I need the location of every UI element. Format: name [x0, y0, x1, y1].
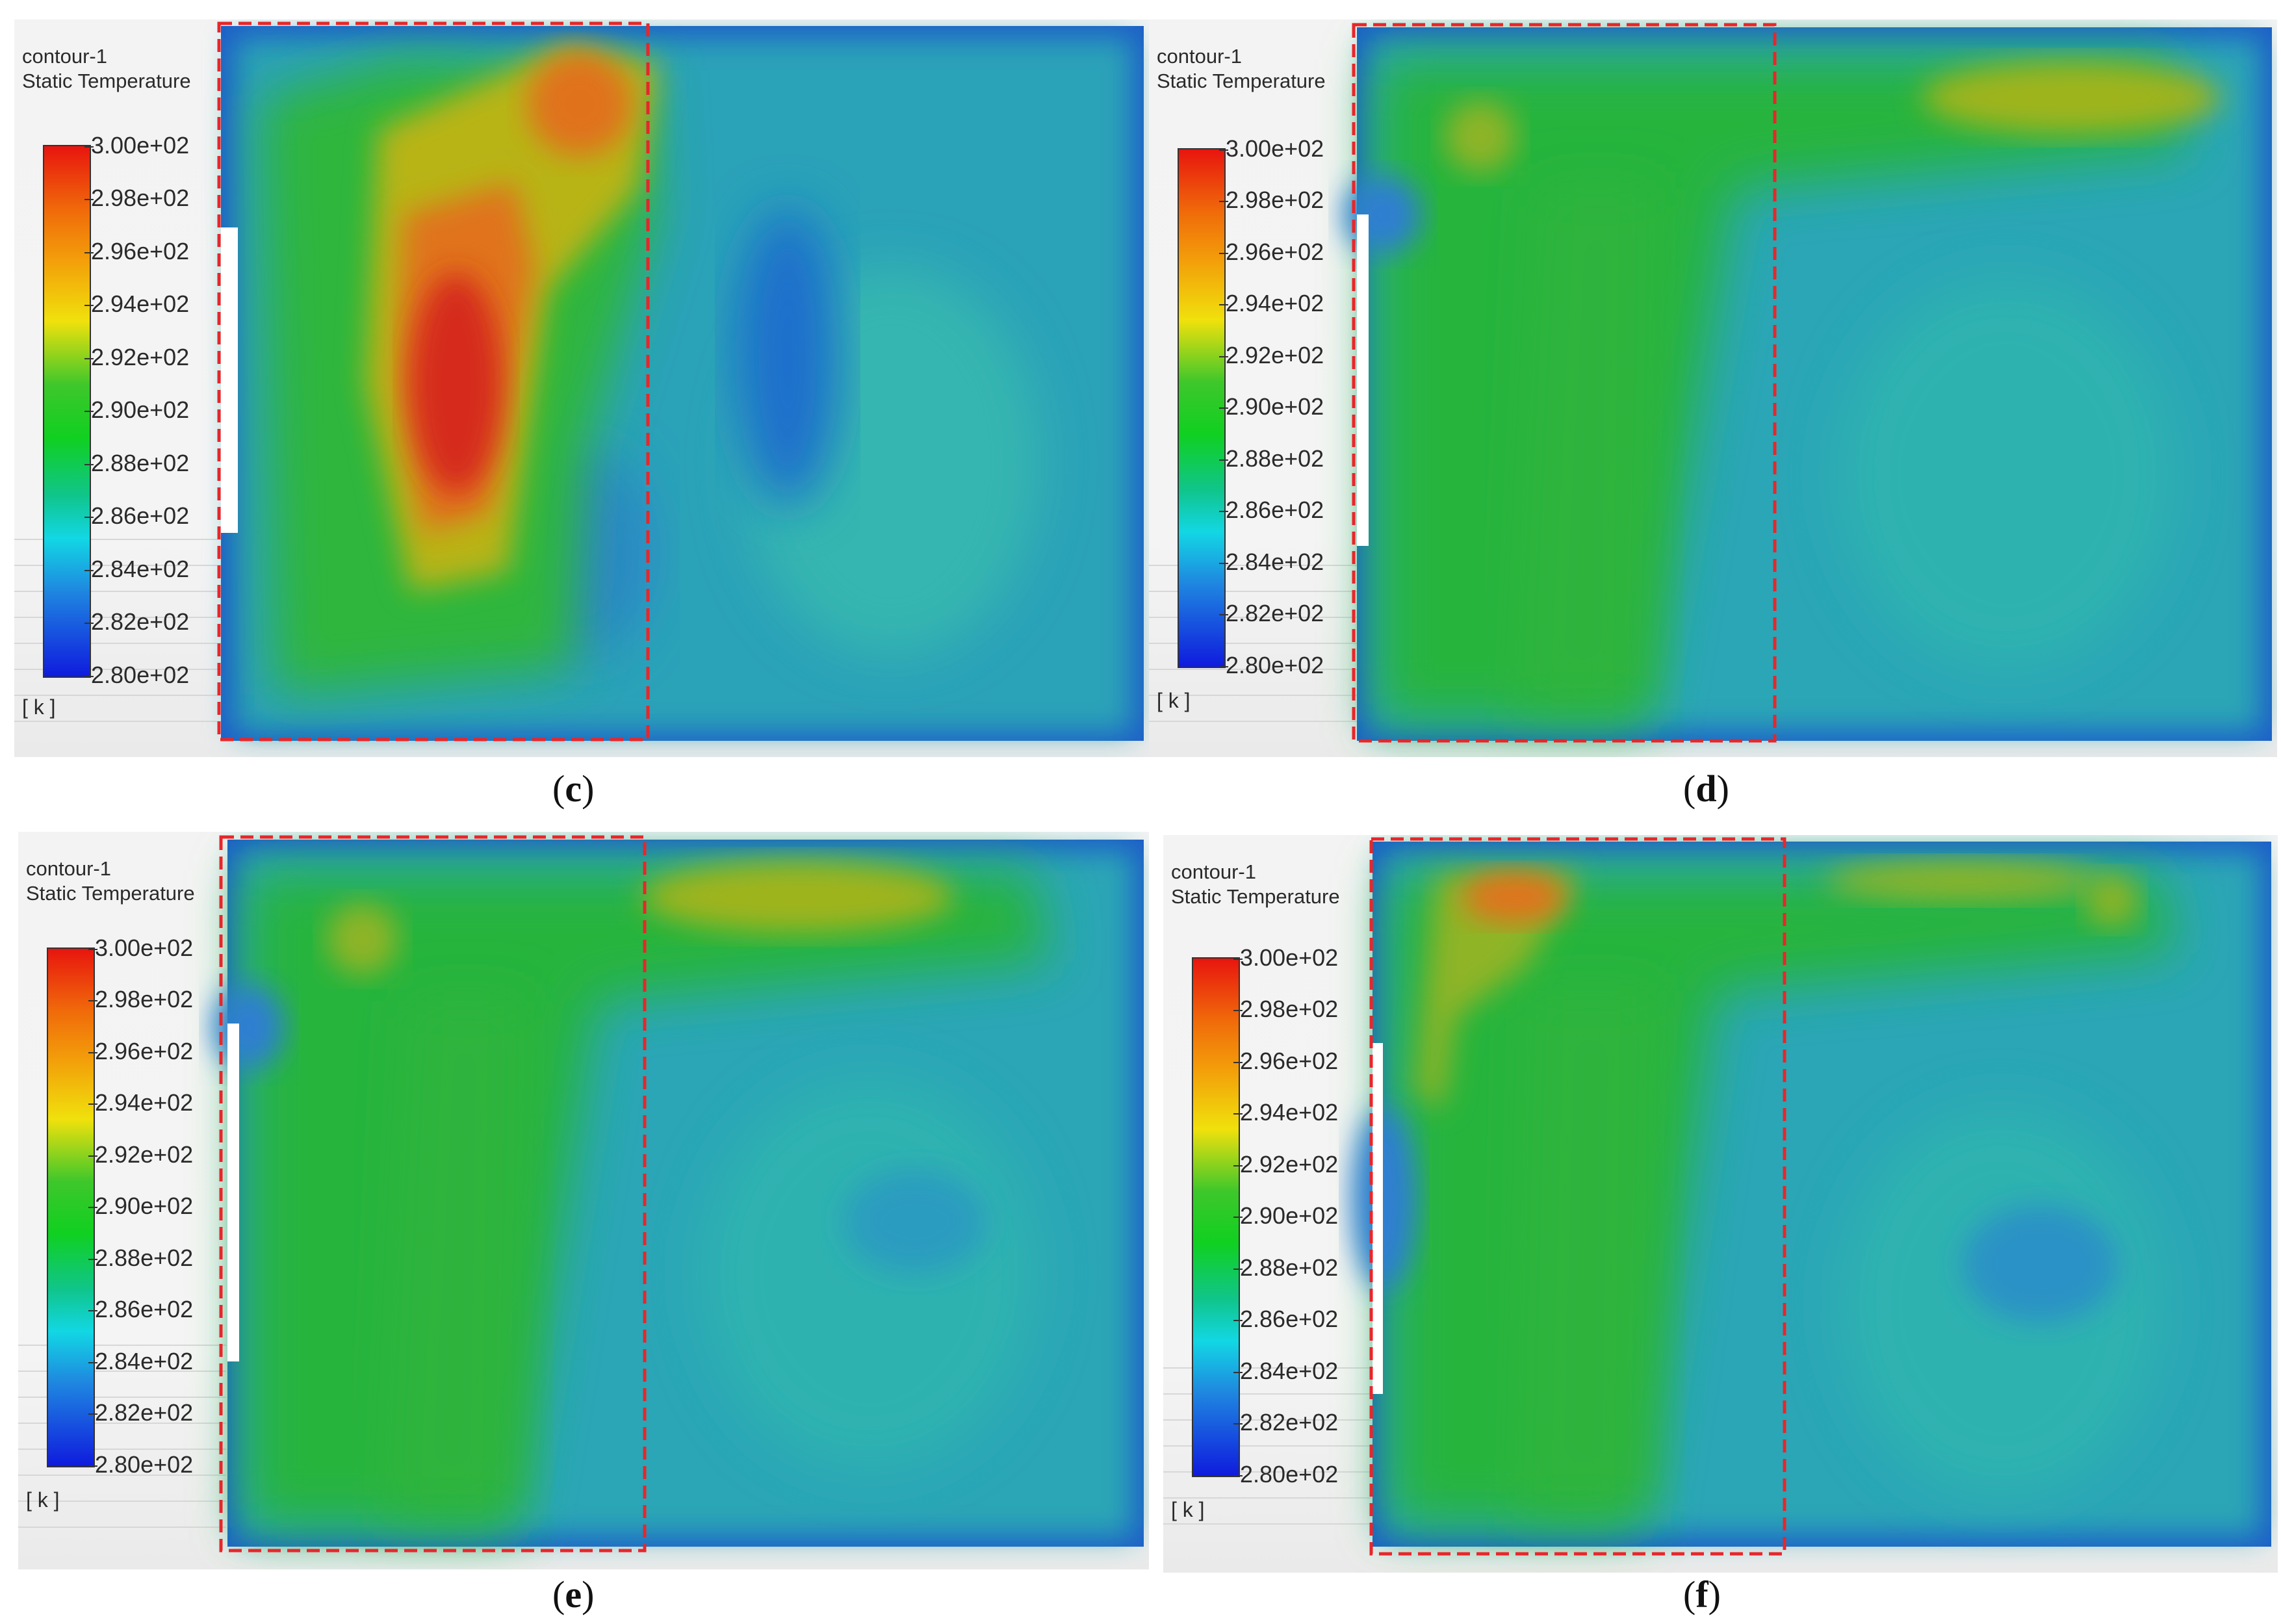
tick-label: 2.82e+02 [1233, 1409, 1389, 1436]
caption-c: (c) [552, 767, 595, 810]
tick-label: 2.84e+02 [1233, 1358, 1389, 1385]
temperature-contour-e [18, 835, 1144, 1553]
unit-label: [ k ] [22, 695, 56, 719]
tick-label: 2.94e+02 [84, 290, 240, 318]
tick-label: 2.96e+02 [1233, 1048, 1389, 1075]
tick-label: 2.98e+02 [88, 986, 244, 1013]
tick-label: 2.82e+02 [84, 608, 240, 636]
caption-f: (f) [1683, 1573, 1721, 1616]
highlight-box-c [217, 21, 650, 741]
legend-title: contour-1 Static Temperature [22, 45, 191, 92]
panel-c: contour-1 Static Temperature 3.00e+02 2.… [14, 19, 1153, 757]
panel-d: contour-1 Static Temperature 3.00e+02 2.… [1149, 19, 2277, 757]
tick-label: 2.84e+02 [84, 556, 240, 583]
unit-label: [ k ] [1157, 689, 1191, 712]
caption-d: (d) [1683, 767, 1729, 810]
tick-label: 2.80e+02 [1233, 1461, 1389, 1488]
legend-title: contour-1 Static Temperature [1171, 860, 1340, 908]
tick-label: 2.98e+02 [84, 185, 240, 212]
tick-label: 2.86e+02 [84, 502, 240, 530]
unit-label: [ k ] [26, 1488, 60, 1512]
colorbar [43, 145, 91, 678]
tick-label: 2.96e+02 [1219, 238, 1375, 266]
tick-label: 2.80e+02 [84, 662, 240, 689]
tick-label: 2.84e+02 [88, 1348, 244, 1375]
temperature-contour-f [1163, 837, 2271, 1556]
tick-label: 2.86e+02 [1233, 1306, 1389, 1333]
tick-label: 3.00e+02 [1233, 944, 1389, 972]
tick-label: 3.00e+02 [88, 934, 244, 962]
temperature-contour-c [14, 21, 1144, 741]
tick-label: 2.92e+02 [84, 344, 240, 371]
tick-label: 2.88e+02 [1219, 445, 1375, 472]
tick-label: 2.82e+02 [1219, 600, 1375, 627]
tick-label: 2.84e+02 [1219, 548, 1375, 576]
legend-title: contour-1 Static Temperature [1157, 45, 1326, 92]
panel-f: contour-1 Static Temperature 3.00e+02 2.… [1163, 835, 2278, 1573]
tick-label: 2.96e+02 [88, 1038, 244, 1065]
tick-label: 2.98e+02 [1219, 187, 1375, 214]
tick-label: 2.80e+02 [1219, 652, 1375, 679]
tick-label: 2.98e+02 [1233, 996, 1389, 1023]
colorbar [47, 947, 95, 1467]
tick-label: 2.96e+02 [84, 238, 240, 265]
unit-label: [ k ] [1171, 1498, 1205, 1521]
tick-label: 2.88e+02 [88, 1244, 244, 1272]
tick-label: 2.86e+02 [1219, 496, 1375, 524]
temperature-contour-d [1149, 23, 2272, 743]
tick-label: 2.86e+02 [88, 1296, 244, 1323]
tick-label: 2.92e+02 [1233, 1151, 1389, 1178]
highlight-box-e [219, 835, 647, 1553]
tick-label: 2.92e+02 [88, 1141, 244, 1168]
tick-label: 2.90e+02 [1219, 393, 1375, 420]
highlight-box-d [1352, 23, 1777, 743]
tick-label: 2.82e+02 [88, 1399, 244, 1426]
tick-label: 2.80e+02 [88, 1451, 244, 1478]
tick-label: 2.94e+02 [88, 1089, 244, 1116]
colorbar [1192, 957, 1240, 1477]
tick-label: 2.88e+02 [84, 450, 240, 477]
panel-e: contour-1 Static Temperature 3.00e+02 2.… [18, 832, 1149, 1569]
tick-label: 2.88e+02 [1233, 1254, 1389, 1282]
tick-label: 2.94e+02 [1219, 290, 1375, 317]
tick-label: 2.90e+02 [88, 1192, 244, 1220]
legend-title: contour-1 Static Temperature [26, 857, 195, 905]
tick-label: 3.00e+02 [84, 132, 240, 159]
caption-e: (e) [552, 1573, 595, 1616]
tick-label: 3.00e+02 [1219, 135, 1375, 162]
tick-label: 2.90e+02 [1233, 1202, 1389, 1230]
tick-label: 2.92e+02 [1219, 342, 1375, 369]
highlight-box-f [1369, 837, 1786, 1556]
tick-label: 2.90e+02 [84, 396, 240, 424]
tick-label: 2.94e+02 [1233, 1099, 1389, 1126]
colorbar [1178, 148, 1226, 668]
